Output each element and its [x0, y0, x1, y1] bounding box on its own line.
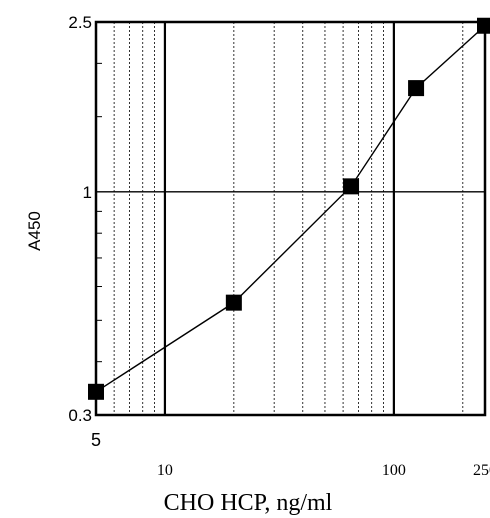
y-tick-label: 0.3	[68, 406, 92, 425]
data-point-marker	[88, 383, 104, 400]
x-tick-label: 100	[382, 462, 406, 479]
data-point-marker	[477, 17, 490, 34]
data-point-marker	[408, 80, 425, 97]
plot-frame	[94, 20, 487, 417]
y-tick-label: 2.5	[68, 13, 92, 32]
x-tick-label: 10	[157, 462, 173, 479]
x-tick-label: 250	[473, 462, 490, 479]
tick-labels: 5 10 100 250 0.3 1 2.5	[68, 13, 490, 479]
x-tick-label: 5	[91, 430, 101, 450]
series-line	[95, 25, 486, 393]
y-tick-label: 1	[83, 183, 92, 202]
x-axis-label: CHO HCP, ng/ml	[164, 490, 333, 516]
grid-lines	[96, 22, 485, 415]
y-axis-label: A450	[25, 211, 44, 251]
data-series	[88, 17, 490, 400]
data-point-marker	[343, 178, 360, 195]
data-point-marker	[225, 294, 242, 311]
